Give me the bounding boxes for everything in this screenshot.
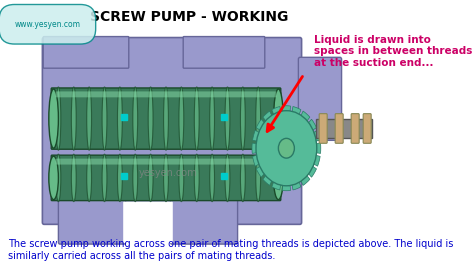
Wedge shape xyxy=(256,148,286,177)
FancyBboxPatch shape xyxy=(55,159,276,165)
Wedge shape xyxy=(253,130,286,148)
Text: yesyen.com: yesyen.com xyxy=(139,168,197,178)
Wedge shape xyxy=(286,111,310,148)
Ellipse shape xyxy=(133,87,137,150)
Ellipse shape xyxy=(56,154,61,202)
FancyBboxPatch shape xyxy=(170,191,237,244)
Ellipse shape xyxy=(225,154,230,202)
FancyBboxPatch shape xyxy=(43,36,129,68)
Ellipse shape xyxy=(148,154,153,202)
Ellipse shape xyxy=(118,154,122,202)
Circle shape xyxy=(278,138,294,158)
FancyBboxPatch shape xyxy=(42,38,301,224)
Ellipse shape xyxy=(72,87,76,150)
Ellipse shape xyxy=(194,154,199,202)
FancyBboxPatch shape xyxy=(183,36,265,68)
Ellipse shape xyxy=(87,154,91,202)
Wedge shape xyxy=(286,143,321,153)
Ellipse shape xyxy=(240,154,245,202)
Text: Liquid is drawn into
spaces in between threads
at the suction end...: Liquid is drawn into spaces in between t… xyxy=(314,35,472,68)
Wedge shape xyxy=(286,106,301,148)
Wedge shape xyxy=(286,148,301,190)
FancyBboxPatch shape xyxy=(319,114,327,143)
Ellipse shape xyxy=(273,89,283,148)
Circle shape xyxy=(256,111,317,186)
Wedge shape xyxy=(286,148,310,185)
Ellipse shape xyxy=(225,87,230,150)
FancyBboxPatch shape xyxy=(51,88,281,149)
Wedge shape xyxy=(272,106,286,148)
Wedge shape xyxy=(286,130,320,148)
Ellipse shape xyxy=(273,156,283,200)
FancyBboxPatch shape xyxy=(55,92,276,97)
Wedge shape xyxy=(263,111,286,148)
Ellipse shape xyxy=(194,87,199,150)
FancyBboxPatch shape xyxy=(51,155,281,201)
Wedge shape xyxy=(252,143,286,153)
Ellipse shape xyxy=(49,156,58,200)
Ellipse shape xyxy=(240,87,245,150)
Ellipse shape xyxy=(102,87,107,150)
Ellipse shape xyxy=(87,87,91,150)
Wedge shape xyxy=(263,148,286,185)
Ellipse shape xyxy=(210,154,215,202)
Wedge shape xyxy=(272,148,286,190)
Text: www.yesyen.com: www.yesyen.com xyxy=(14,20,81,29)
Wedge shape xyxy=(286,148,320,166)
Ellipse shape xyxy=(164,87,168,150)
Ellipse shape xyxy=(56,87,61,150)
FancyBboxPatch shape xyxy=(123,202,173,243)
Text: SCREW PUMP - WORKING: SCREW PUMP - WORKING xyxy=(91,10,289,24)
Wedge shape xyxy=(282,148,291,191)
Wedge shape xyxy=(286,148,317,177)
FancyBboxPatch shape xyxy=(316,119,372,138)
Ellipse shape xyxy=(179,154,184,202)
Ellipse shape xyxy=(118,87,122,150)
Wedge shape xyxy=(256,119,286,148)
FancyBboxPatch shape xyxy=(58,191,126,244)
Ellipse shape xyxy=(164,154,168,202)
Ellipse shape xyxy=(148,87,153,150)
Ellipse shape xyxy=(256,154,261,202)
Ellipse shape xyxy=(49,89,58,148)
Ellipse shape xyxy=(133,154,137,202)
Ellipse shape xyxy=(72,154,76,202)
Ellipse shape xyxy=(102,154,107,202)
FancyBboxPatch shape xyxy=(351,114,359,143)
Ellipse shape xyxy=(210,87,215,150)
FancyBboxPatch shape xyxy=(335,114,343,143)
Wedge shape xyxy=(253,148,286,166)
Wedge shape xyxy=(286,119,317,148)
Text: The screw pump working across one pair of mating threads is depicted above. The : The screw pump working across one pair o… xyxy=(8,239,453,261)
Ellipse shape xyxy=(256,87,261,150)
FancyBboxPatch shape xyxy=(298,57,342,140)
Wedge shape xyxy=(282,106,291,148)
Ellipse shape xyxy=(179,87,184,150)
FancyBboxPatch shape xyxy=(363,114,371,143)
